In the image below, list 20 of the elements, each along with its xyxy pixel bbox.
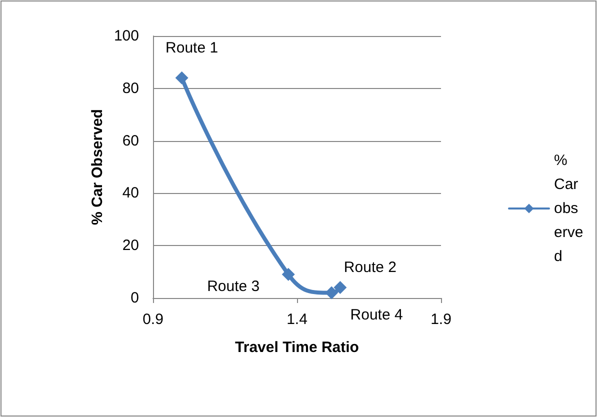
point bbox=[325, 286, 338, 300]
x-tick-label: 1.9 bbox=[430, 311, 452, 328]
annotation: Route 1 bbox=[166, 39, 218, 56]
annotation: Route 2 bbox=[344, 259, 396, 276]
x-axis-title: Travel Time Ratio bbox=[235, 339, 359, 356]
y-tick-label: 0 bbox=[130, 290, 139, 306]
point bbox=[175, 71, 188, 84]
y-tick-label: 80 bbox=[122, 80, 139, 97]
point bbox=[282, 268, 295, 281]
x-tick-label: 0.9 bbox=[142, 311, 164, 328]
point bbox=[334, 281, 347, 294]
y-tick-label: 20 bbox=[122, 237, 139, 254]
y-tick-label: 40 bbox=[122, 184, 139, 202]
annotation: Route 3 bbox=[207, 278, 260, 295]
x-tick-label: 1.4 bbox=[286, 311, 308, 328]
y-tick-label: 100 bbox=[114, 28, 139, 44]
y-axis-title: % Car Observed bbox=[89, 109, 106, 225]
y-tick-label: 60 bbox=[122, 132, 139, 150]
legend-label: % Car observed bbox=[554, 152, 584, 265]
annotation: Route 4 bbox=[350, 306, 403, 324]
